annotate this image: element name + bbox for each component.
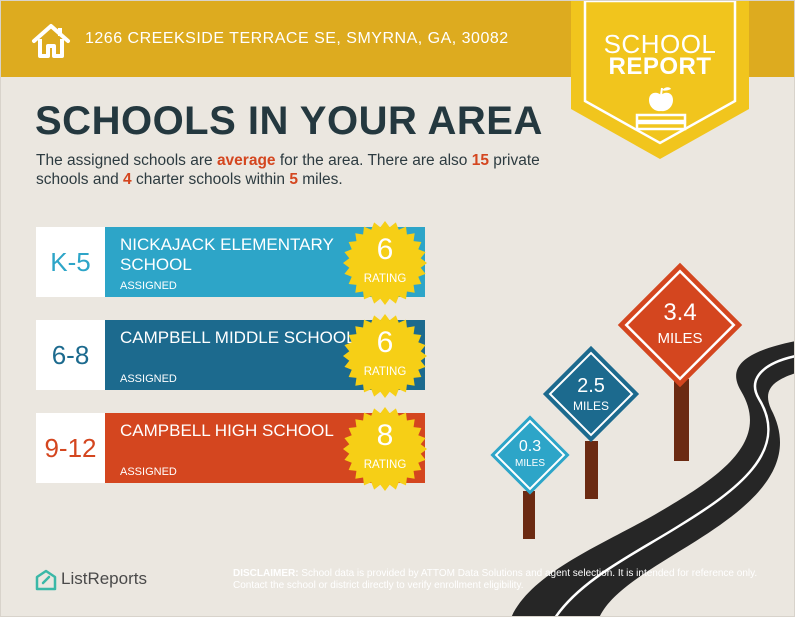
sign-post xyxy=(674,379,689,461)
listreports-logo-icon[interactable] xyxy=(35,569,57,591)
school-name: CAMPBELL HIGH SCHOOL xyxy=(120,421,334,440)
road-center-line xyxy=(554,355,794,616)
school-name: NICKAJACK ELEMENTARY SCHOOL xyxy=(120,235,334,274)
disclaimer: DISCLAIMER: School data is provided by A… xyxy=(233,568,758,591)
page-title: SCHOOLS IN YOUR AREA xyxy=(35,99,543,143)
rating-seal-shape xyxy=(343,314,427,398)
distance-value: 3.4 xyxy=(663,299,697,326)
grade-range: 6-8 xyxy=(36,320,105,390)
badge-line-1: SCHOOL xyxy=(603,29,717,59)
listreports-logo-text[interactable]: ListReports xyxy=(61,569,147,588)
rating-value: 6 xyxy=(376,326,394,359)
rating-seal-icon xyxy=(343,314,427,398)
rating-seal-icon xyxy=(343,221,427,305)
distance-value: 2.5 xyxy=(577,375,605,397)
distance-value: 0.3 xyxy=(518,438,542,455)
school-name: CAMPBELL MIDDLE SCHOOL xyxy=(120,328,356,347)
rating-seal-icon xyxy=(343,407,427,491)
sign-post xyxy=(523,491,535,539)
distance-unit: MILES xyxy=(514,458,545,469)
rating-label: RATING xyxy=(363,273,407,285)
distance-unit: MILES xyxy=(572,399,609,413)
sign-post xyxy=(585,441,598,499)
grade-range: K-5 xyxy=(36,227,105,297)
rating-value: 8 xyxy=(376,419,394,452)
assigned-label: ASSIGNED xyxy=(120,373,177,385)
school-row-high[interactable]: 9-12 CAMPBELL HIGH SCHOOL ASSIGNED 8 RAT… xyxy=(36,407,436,491)
distance-unit: MILES xyxy=(657,330,703,347)
assigned-label: ASSIGNED xyxy=(120,280,177,292)
distance-sign-2 xyxy=(617,262,743,388)
school-row-elementary[interactable]: K-5 NICKAJACK ELEMENTARY SCHOOL ASSIGNED… xyxy=(36,221,436,305)
apple-on-books-icon xyxy=(635,87,687,131)
intro-text: The assigned schools are average for the… xyxy=(36,152,540,188)
distance-sign-1 xyxy=(542,345,640,443)
assigned-label: ASSIGNED xyxy=(120,466,177,478)
rating-seal-shape xyxy=(343,221,427,305)
distance-sign-0 xyxy=(490,415,570,495)
badge-line-2: REPORT xyxy=(608,53,712,80)
school-row-middle[interactable]: 6-8 CAMPBELL MIDDLE SCHOOL ASSIGNED 6 RA… xyxy=(36,314,436,398)
rating-label: RATING xyxy=(363,459,407,471)
grade-range: 9-12 xyxy=(36,413,105,483)
rating-value: 6 xyxy=(376,233,394,266)
rating-seal-shape xyxy=(343,407,427,491)
school-report-badge xyxy=(571,1,749,159)
rating-label: RATING xyxy=(363,366,407,378)
road-illustration xyxy=(512,341,794,616)
house-icon xyxy=(32,24,70,58)
property-address: 1266 CREEKSIDE TERRACE SE, SMYRNA, GA, 3… xyxy=(85,30,509,47)
